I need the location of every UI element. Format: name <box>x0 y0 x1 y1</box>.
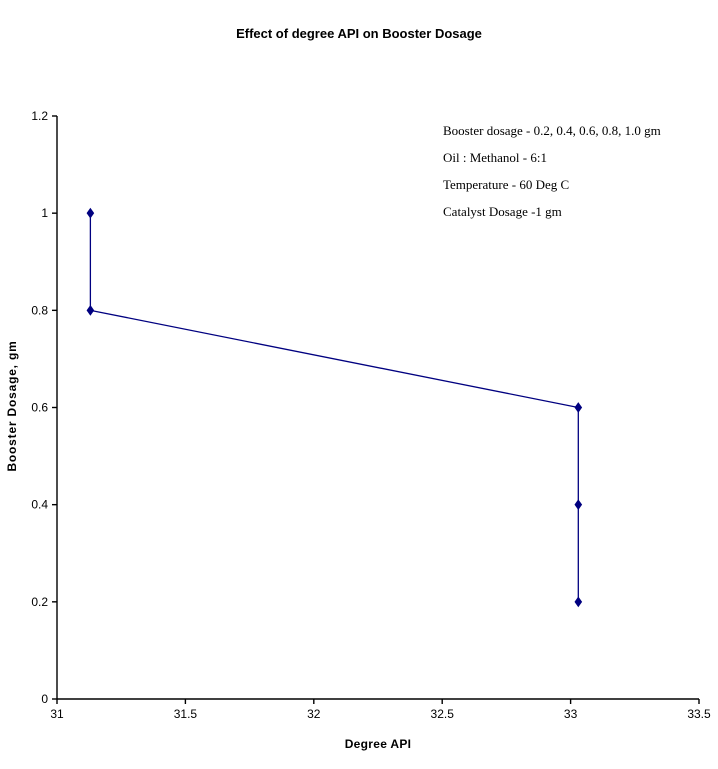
x-tick-label: 32 <box>307 707 321 721</box>
x-tick-label: 31.5 <box>174 707 198 721</box>
y-tick-label: 0 <box>41 692 48 706</box>
data-point-marker <box>574 499 583 511</box>
annotation-line-booster-dosage: Booster dosage - 0.2, 0.4, 0.6, 0.8, 1.0… <box>443 123 661 138</box>
data-point-marker <box>574 596 583 608</box>
data-point-marker <box>86 207 95 219</box>
x-tick-label: 32.5 <box>431 707 455 721</box>
x-tick-label: 33.5 <box>687 707 711 721</box>
x-axis-title: Degree API <box>344 737 412 751</box>
annotation-line-oil-methanol: Oil : Methanol - 6:1 <box>443 150 547 165</box>
chart-title: Effect of degree API on Booster Dosage <box>236 26 482 41</box>
y-tick-label: 0.6 <box>31 401 48 415</box>
data-point-marker <box>86 304 95 316</box>
y-tick-label: 1.2 <box>31 109 48 123</box>
y-axis-title: Booster Dosage, gm <box>5 340 19 472</box>
y-tick-label: 0.4 <box>31 498 48 512</box>
x-tick-label: 33 <box>564 707 578 721</box>
y-tick-label: 0.8 <box>31 303 48 317</box>
series-line <box>89 213 579 602</box>
data-point-marker <box>574 402 583 413</box>
annotation-line-catalyst-dosage: Catalyst Dosage -1 gm <box>443 204 562 219</box>
y-tick-label: 1 <box>41 206 48 220</box>
y-tick-label: 0.2 <box>31 595 48 609</box>
x-tick-label: 31 <box>50 707 64 721</box>
annotation-box: Booster dosage - 0.2, 0.4, 0.6, 0.8, 1.0… <box>443 117 661 225</box>
annotation-line-temperature: Temperature - 60 Deg C <box>443 177 570 192</box>
